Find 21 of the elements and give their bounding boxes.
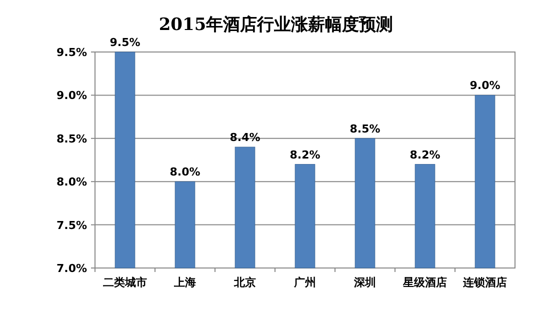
y-tick-label: 9.0% bbox=[56, 89, 87, 102]
data-label: 9.5% bbox=[110, 36, 140, 49]
data-label: 8.0% bbox=[170, 166, 200, 179]
x-tick-label: 上海 bbox=[173, 276, 196, 289]
x-tick-label: 深圳 bbox=[353, 276, 376, 289]
y-tick-label: 9.5% bbox=[56, 46, 87, 59]
data-label: 9.0% bbox=[470, 79, 500, 92]
data-label: 8.5% bbox=[350, 122, 380, 136]
x-tick-label: 北京 bbox=[233, 276, 256, 289]
x-tick-label: 二类城市 bbox=[103, 276, 147, 289]
x-tick-label: 连锁酒店 bbox=[462, 276, 507, 289]
x-tick-label: 星级酒店 bbox=[402, 276, 447, 289]
y-tick-label: 8.5% bbox=[56, 132, 87, 146]
chart-title: 2015年酒店行业涨薪幅度预测 bbox=[158, 15, 394, 35]
data-label: 8.2% bbox=[290, 148, 320, 162]
data-label: 8.2% bbox=[410, 148, 440, 162]
y-tick-label: 7.5% bbox=[56, 218, 87, 232]
data-label: 8.4% bbox=[230, 131, 260, 144]
y-tick-label: 7.0% bbox=[56, 262, 87, 275]
y-tick-label: 8.0% bbox=[56, 176, 87, 189]
x-tick-label: 广州 bbox=[293, 276, 316, 289]
